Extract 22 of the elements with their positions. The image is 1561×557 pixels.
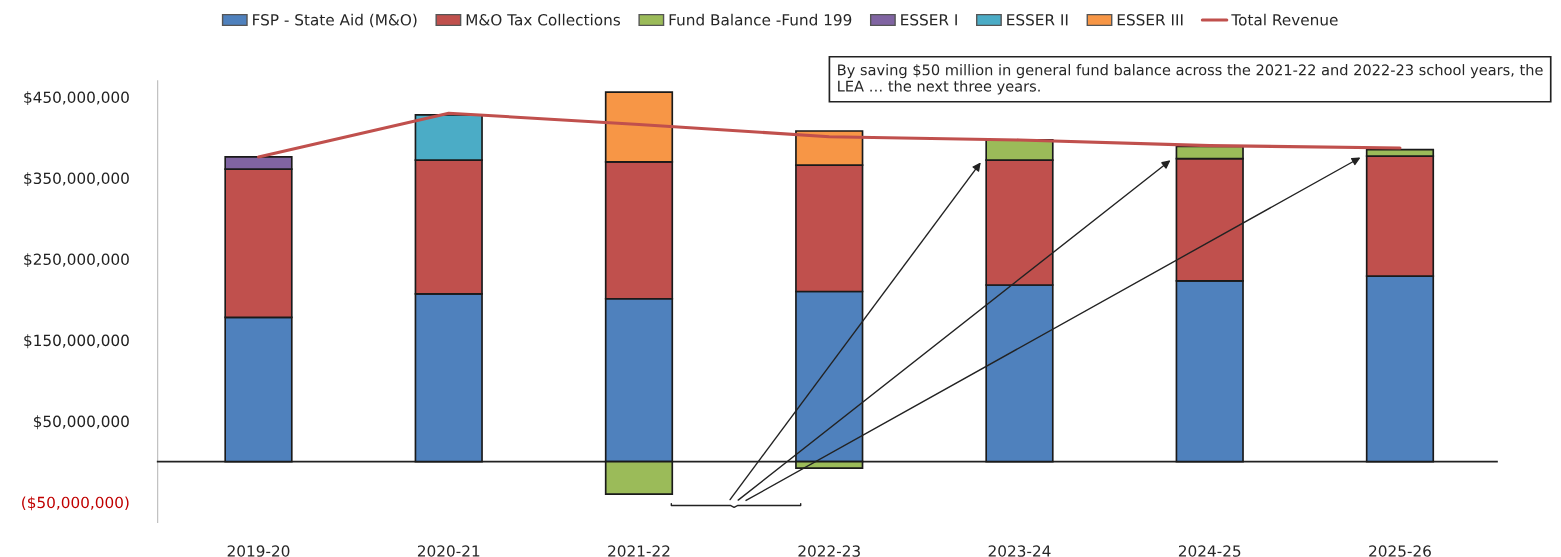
legend-label: FSP - State Aid (M&O) — [253, 13, 417, 28]
x-tick-label: 2022-23 — [798, 545, 860, 557]
y-tick-label: $450,000,000 — [24, 91, 129, 106]
x-tick-label: 2024-25 — [1178, 545, 1241, 557]
legend-label: Fund Balance -Fund 199 — [669, 13, 852, 26]
y-tick-label: $50,000,000 — [33, 415, 129, 430]
legend-label: M&O Tax Collections — [466, 13, 621, 26]
x-tick-label: 2023-24 — [988, 545, 1051, 557]
y-tick-label: $350,000,000 — [24, 172, 129, 187]
legend-label: Total Revenue — [1231, 13, 1338, 26]
x-tick-label: 2025-26 — [1369, 545, 1431, 557]
x-tick-label: 2019-20 — [227, 545, 290, 557]
annotation: By saving $50 million in general fund balance across the 2021-22 and 2022-23 school years, the LEA … the next three years. — [838, 64, 1543, 95]
legend-label: ESSER III — [1117, 14, 1183, 26]
y-tick-label: $250,000,000 — [24, 253, 129, 268]
legend-label: ESSER II — [1007, 14, 1068, 26]
x-tick-label: 2021-22 — [608, 545, 670, 557]
x-tick-label: 2020-21 — [417, 545, 480, 557]
line-series — [256, 111, 1402, 159]
y-tick-label: ($50,000,000) — [22, 496, 129, 511]
legend-label: ESSER I — [901, 14, 957, 26]
y-tick-label: $150,000,000 — [24, 334, 129, 349]
